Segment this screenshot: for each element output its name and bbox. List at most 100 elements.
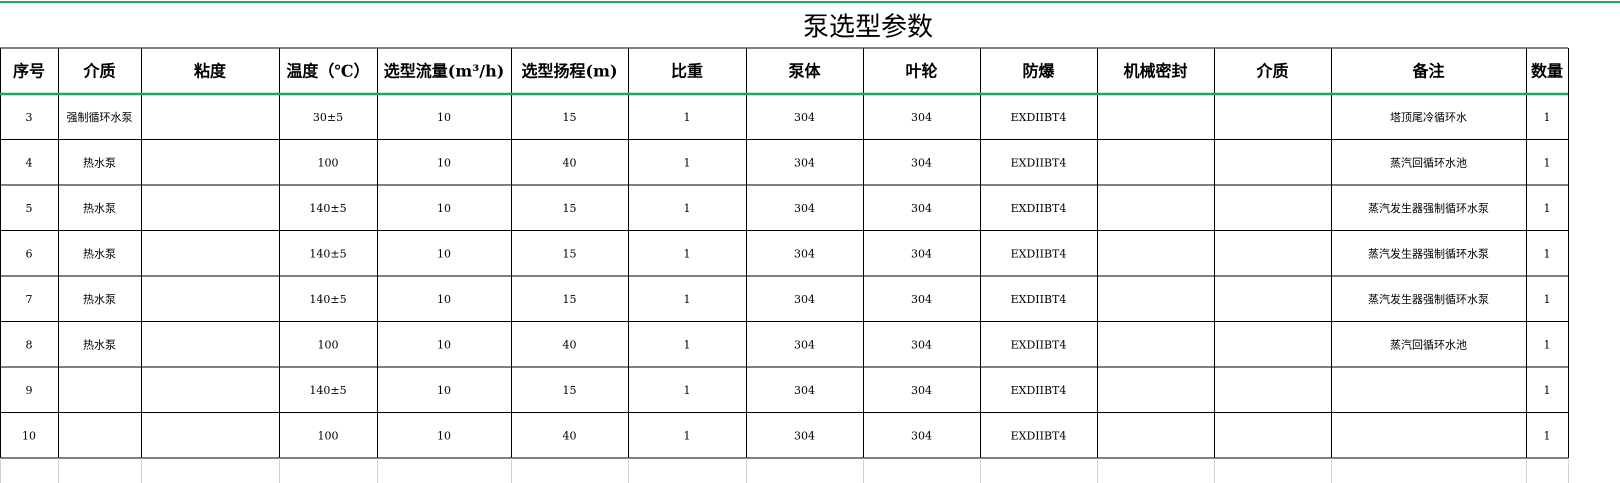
column-header: 防爆 bbox=[1022, 62, 1055, 81]
table-cell: 1 bbox=[1544, 384, 1551, 397]
column-header: 选型扬程(m) bbox=[521, 62, 617, 81]
column-header: 数量 bbox=[1531, 62, 1563, 81]
table-cell: 1 bbox=[684, 429, 691, 442]
table-cell: 15 bbox=[563, 111, 577, 124]
table-cell: 140±5 bbox=[309, 247, 346, 260]
table-cell: 304 bbox=[911, 247, 932, 260]
table-cell: 强制循环水泵 bbox=[67, 111, 133, 124]
table-cell: 8 bbox=[26, 338, 33, 351]
table-cell: 140±5 bbox=[309, 202, 346, 215]
table-cell: 100 bbox=[318, 429, 339, 442]
table-cell: 热水泵 bbox=[83, 156, 116, 169]
table-cell: 10 bbox=[437, 156, 451, 169]
table-cell: 15 bbox=[563, 384, 577, 397]
column-header: 序号 bbox=[13, 62, 45, 81]
table-cell: EXDIIBT4 bbox=[1011, 202, 1067, 215]
table-cell: 1 bbox=[1544, 338, 1551, 351]
table-cell: 热水泵 bbox=[83, 293, 116, 306]
column-header: 叶轮 bbox=[905, 62, 937, 81]
table-cell: 304 bbox=[794, 247, 815, 260]
table-cell: 304 bbox=[794, 293, 815, 306]
table-cell: 蒸汽回循环水池 bbox=[1390, 337, 1467, 351]
table-cell: 5 bbox=[26, 202, 33, 215]
table-cell: 1 bbox=[1544, 111, 1551, 124]
table-cell: 1 bbox=[684, 156, 691, 169]
table-cell: 蒸汽发生器强制循环水泵 bbox=[1368, 246, 1489, 260]
table-cell: 304 bbox=[794, 111, 815, 124]
table-cell: 热水泵 bbox=[83, 338, 116, 351]
table-cell: 1 bbox=[684, 111, 691, 124]
table-cell: EXDIIBT4 bbox=[1011, 247, 1067, 260]
table-cell: 6 bbox=[26, 247, 33, 260]
table-cell: 15 bbox=[563, 293, 577, 306]
table-cell: EXDIIBT4 bbox=[1011, 111, 1067, 124]
table-cell: 304 bbox=[794, 429, 815, 442]
table-cell: 1 bbox=[684, 384, 691, 397]
table-cell: 蒸汽发生器强制循环水泵 bbox=[1368, 292, 1489, 306]
table-cell: 10 bbox=[437, 111, 451, 124]
table-cell: 3 bbox=[26, 111, 33, 124]
table-cell: EXDIIBT4 bbox=[1011, 156, 1067, 169]
table-cell: 40 bbox=[563, 156, 577, 169]
table-cell: 1 bbox=[1544, 156, 1551, 169]
table-cell: 304 bbox=[911, 384, 932, 397]
table-cell: 15 bbox=[563, 202, 577, 215]
column-header: 温度（℃） bbox=[285, 62, 369, 81]
table-cell: 热水泵 bbox=[83, 247, 116, 260]
column-header: 粘度 bbox=[194, 62, 227, 81]
table-cell: 304 bbox=[794, 384, 815, 397]
table-cell: 304 bbox=[911, 156, 932, 169]
table-cell: 9 bbox=[26, 384, 33, 397]
column-header: 泵体 bbox=[787, 62, 821, 81]
table-cell: 304 bbox=[911, 111, 932, 124]
table-cell: 304 bbox=[911, 429, 932, 442]
table-cell: 10 bbox=[437, 384, 451, 397]
table-cell: 140±5 bbox=[309, 293, 346, 306]
table-cell: 蒸汽发生器强制循环水泵 bbox=[1368, 201, 1489, 215]
table-cell: 10 bbox=[437, 338, 451, 351]
table-cell: 30±5 bbox=[313, 111, 343, 124]
table-cell: 304 bbox=[911, 202, 932, 215]
table-cell: 1 bbox=[684, 247, 691, 260]
sheet-title: 泵选型参数 bbox=[803, 13, 933, 43]
table-cell: EXDIIBT4 bbox=[1011, 429, 1067, 442]
table-cell: 10 bbox=[437, 202, 451, 215]
table-cell: 304 bbox=[794, 202, 815, 215]
table-cell: 1 bbox=[1544, 293, 1551, 306]
table-cell: 塔顶尾冷循环水 bbox=[1390, 111, 1467, 124]
table-cell: 7 bbox=[26, 293, 33, 306]
table-cell: 1 bbox=[684, 338, 691, 351]
column-header: 介质 bbox=[1255, 62, 1288, 81]
table-cell: 1 bbox=[684, 202, 691, 215]
table-cell: 10 bbox=[437, 429, 451, 442]
table-cell: 100 bbox=[318, 156, 339, 169]
column-header: 介质 bbox=[82, 62, 115, 81]
table-cell: 10 bbox=[437, 247, 451, 260]
column-header: 选型流量(m³/h) bbox=[384, 62, 505, 81]
table-cell: 10 bbox=[22, 429, 36, 442]
column-header: 备注 bbox=[1411, 62, 1444, 81]
table-cell: 304 bbox=[911, 338, 932, 351]
table-cell: 4 bbox=[26, 156, 33, 169]
table-cell: 10 bbox=[437, 293, 451, 306]
table-cell: EXDIIBT4 bbox=[1011, 338, 1067, 351]
table-cell: EXDIIBT4 bbox=[1011, 293, 1067, 306]
table-cell: 15 bbox=[563, 247, 577, 260]
table-cell: 304 bbox=[794, 156, 815, 169]
table-cell: 304 bbox=[794, 338, 815, 351]
table-cell: 1 bbox=[1544, 429, 1551, 442]
table-cell: 304 bbox=[911, 293, 932, 306]
column-header: 机械密封 bbox=[1123, 62, 1187, 81]
table-cell: 100 bbox=[318, 338, 339, 351]
table-cell: 140±5 bbox=[309, 384, 346, 397]
table-cell: 1 bbox=[1544, 202, 1551, 215]
table-cell: EXDIIBT4 bbox=[1011, 384, 1067, 397]
table-cell: 40 bbox=[563, 338, 577, 351]
table-cell: 蒸汽回循环水池 bbox=[1390, 155, 1467, 169]
table-cell: 40 bbox=[563, 429, 577, 442]
table-cell: 热水泵 bbox=[83, 202, 116, 215]
table-cell: 1 bbox=[1544, 247, 1551, 260]
column-header: 比重 bbox=[671, 62, 703, 81]
table-cell: 1 bbox=[684, 293, 691, 306]
